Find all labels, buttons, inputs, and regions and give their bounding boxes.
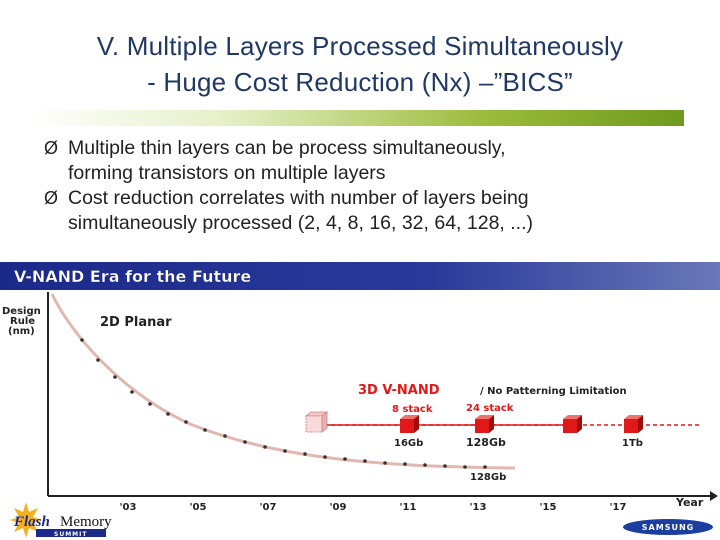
planar-point bbox=[463, 465, 467, 469]
label-24-stack: 24 stack bbox=[466, 403, 514, 414]
title-line-1: V. Multiple Layers Processed Simultaneou… bbox=[96, 31, 624, 61]
chart-banner-title: V-NAND Era for the Future bbox=[14, 267, 251, 286]
flash-memory-summit-logo: Flash Memory SUMMIT bbox=[10, 502, 112, 538]
planar-label: 2D Planar bbox=[100, 315, 172, 330]
bullet-2-line-1: Cost reduction correlates with number of… bbox=[68, 187, 529, 209]
cube-side bbox=[638, 415, 643, 433]
cube-top bbox=[624, 415, 643, 419]
cube-side bbox=[321, 411, 328, 433]
planar-point bbox=[363, 459, 367, 463]
cube-top bbox=[400, 415, 419, 419]
bullet-1-line-1: Multiple thin layers can be process simu… bbox=[68, 137, 506, 159]
cube-side bbox=[489, 415, 494, 433]
cube-top bbox=[475, 415, 494, 419]
cube-front bbox=[400, 419, 414, 433]
logo-word-flash: Flash bbox=[13, 514, 50, 530]
label-8-stack: 8 stack bbox=[392, 404, 433, 415]
label-128gb-planar: 128Gb bbox=[470, 472, 506, 483]
cube-8stack bbox=[304, 411, 329, 433]
cube-side bbox=[414, 415, 419, 433]
logo-summit-bar bbox=[36, 529, 106, 537]
x-tick-label: '11 bbox=[400, 502, 417, 513]
cube-front bbox=[563, 419, 577, 433]
x-tick-labels: '03 '05 '07 '09 '11 '13 '15 '17 bbox=[120, 502, 627, 513]
planar-point bbox=[483, 465, 487, 469]
y-axis-label-line: (nm) bbox=[8, 326, 35, 337]
title-line-2: - Huge Cost Reduction (Nx) –”BICS” bbox=[147, 67, 573, 97]
title-gradient-rule bbox=[28, 110, 684, 126]
label-16gb: 16Gb bbox=[394, 438, 423, 449]
samsung-text: SAMSUNG bbox=[642, 523, 694, 532]
chart-banner bbox=[0, 262, 720, 290]
cube-top bbox=[563, 415, 582, 419]
planar-point bbox=[263, 445, 267, 449]
cube-front bbox=[624, 419, 638, 433]
planar-point bbox=[443, 464, 447, 468]
planar-point bbox=[184, 420, 188, 424]
x-tick-label: '13 bbox=[470, 502, 487, 513]
planar-point bbox=[80, 338, 84, 342]
samsung-logo: SAMSUNG bbox=[623, 519, 713, 535]
cube-front bbox=[305, 415, 323, 433]
bullet-item: Ø Multiple thin layers can be process si… bbox=[44, 136, 688, 186]
cube-side bbox=[577, 415, 582, 433]
x-axis-label: Year bbox=[675, 496, 704, 509]
planar-point bbox=[303, 452, 307, 456]
y-axis-label-line: Design bbox=[2, 306, 41, 317]
planar-point bbox=[243, 440, 247, 444]
bullet-list: Ø Multiple thin layers can be process si… bbox=[44, 136, 688, 236]
logo-summit-text: SUMMIT bbox=[54, 531, 87, 538]
bullet-item: Ø Cost reduction correlates with number … bbox=[44, 186, 688, 236]
cube-front bbox=[475, 419, 489, 433]
planar-dots bbox=[80, 338, 487, 469]
bullet-2-line-2: simultaneously processed (2, 4, 8, 16, 3… bbox=[68, 212, 534, 234]
cube-future bbox=[563, 415, 582, 433]
vnand-chart: V-NAND Era for the Future Design Rule (n… bbox=[0, 262, 720, 513]
x-tick-label: '15 bbox=[540, 502, 557, 513]
x-tick-label: '05 bbox=[190, 502, 207, 513]
planar-point bbox=[113, 375, 117, 379]
logo-word-memory: Memory bbox=[60, 514, 112, 530]
starburst-icon bbox=[10, 502, 42, 538]
x-axis-arrow bbox=[710, 491, 718, 501]
planar-point bbox=[383, 461, 387, 465]
slide-title: V. Multiple Layers Processed Simultaneou… bbox=[0, 28, 720, 100]
arrow-bullet-icon: Ø bbox=[44, 138, 59, 158]
y-axis-label-line: Rule bbox=[10, 316, 35, 327]
bullet-1-line-2: forming transistors on multiple layers bbox=[68, 162, 386, 184]
cube-1tb bbox=[624, 415, 643, 433]
label-1tb: 1Tb bbox=[622, 438, 643, 449]
planar-point bbox=[130, 390, 134, 394]
planar-point bbox=[343, 457, 347, 461]
planar-point bbox=[96, 358, 100, 362]
y-axis-label: Design Rule (nm) bbox=[2, 306, 41, 337]
x-tick-label: '17 bbox=[610, 502, 627, 513]
planar-point bbox=[403, 462, 407, 466]
label-128gb-vnand: 128Gb bbox=[466, 436, 506, 449]
cube-128gb bbox=[475, 415, 494, 433]
samsung-ellipse bbox=[623, 519, 713, 535]
planar-point bbox=[323, 455, 327, 459]
vnand-note: / No Patterning Limitation bbox=[480, 386, 627, 397]
planar-point bbox=[166, 412, 170, 416]
arrow-bullet-icon: Ø bbox=[44, 188, 59, 208]
planar-point bbox=[203, 428, 207, 432]
cube-16gb bbox=[400, 415, 419, 433]
planar-point bbox=[423, 463, 427, 467]
x-tick-label: '07 bbox=[260, 502, 277, 513]
planar-point bbox=[283, 449, 287, 453]
x-tick-label: '03 bbox=[120, 502, 137, 513]
planar-point bbox=[148, 402, 152, 406]
vnand-title: 3D V-NAND bbox=[358, 383, 440, 398]
x-tick-label: '09 bbox=[330, 502, 347, 513]
planar-point bbox=[223, 434, 227, 438]
